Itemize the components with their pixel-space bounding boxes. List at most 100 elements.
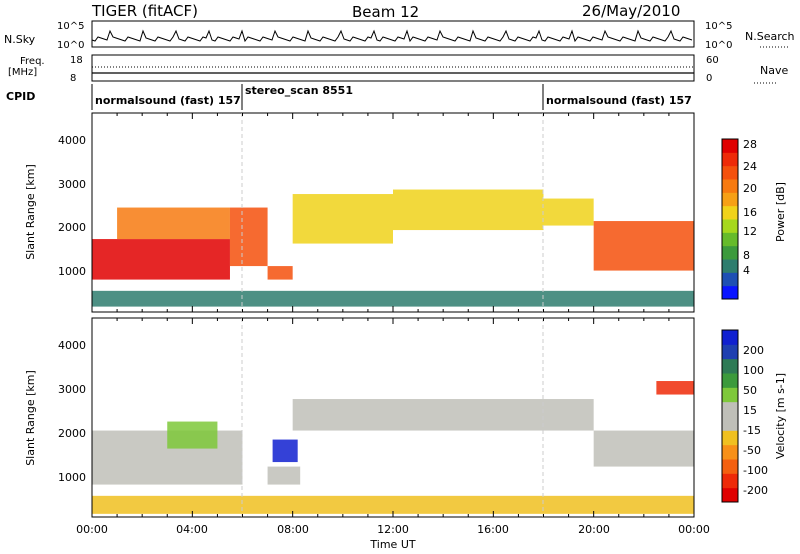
- noise-left-tick-top: 10^5: [57, 21, 84, 32]
- vel-cbtick-neg50: -50: [743, 444, 761, 457]
- vel-cbtick-200: 200: [743, 344, 764, 357]
- nave-tick-top: 60: [706, 55, 719, 66]
- velocity-colorbar-label: Velocity [m s-1]: [774, 373, 787, 459]
- velocity-colorbar-swatch-5: [722, 416, 738, 431]
- freq-label-bottom: [MHz]: [8, 67, 37, 78]
- velocity-region-5: [593, 430, 694, 467]
- nave-tick-bottom: 0: [706, 73, 712, 84]
- noise-right-tick-bottom: 10^0: [705, 40, 732, 51]
- power-region-8: [92, 290, 694, 307]
- power-cbtick-28: 28: [743, 138, 757, 151]
- velocity-ytick-2000: 2000: [58, 427, 86, 440]
- xtick-1: 04:00: [176, 523, 208, 536]
- noise-sky-trace: [91, 29, 693, 43]
- xtick-4: 16:00: [477, 523, 509, 536]
- power-colorbar-swatch-1: [722, 272, 738, 287]
- power-colorbar-swatch-7: [722, 192, 738, 207]
- power-colorbar-swatch-11: [722, 139, 738, 153]
- velocity-colorbar-swatch-1: [722, 473, 738, 489]
- power-colorbar-swatch-10: [722, 152, 738, 167]
- xtick-2: 08:00: [277, 523, 309, 536]
- power-colorbar-swatch-3: [722, 245, 738, 260]
- xtick-5: 20:00: [578, 523, 610, 536]
- power-ylabel: Slant Range [km]: [24, 164, 37, 260]
- velocity-ytick-1000: 1000: [58, 471, 86, 484]
- velocity-colorbar-swatch-9: [722, 358, 738, 374]
- velocity-colorbar-swatch-6: [722, 401, 738, 417]
- xtick-0: 00:00: [76, 523, 108, 536]
- power-region-1: [117, 207, 230, 240]
- power-colorbar-label: Power [dB]: [774, 182, 787, 242]
- power-colorbar-swatch-4: [722, 232, 738, 247]
- velocity-colorbar-swatch-3: [722, 444, 738, 460]
- power-region-6: [543, 198, 594, 226]
- power-scatter: [92, 189, 694, 307]
- power-region-4: [292, 194, 393, 244]
- power-ytick-1000: 1000: [58, 265, 86, 278]
- velocity-region-2: [272, 439, 298, 463]
- nave-label: Nave: [760, 64, 788, 77]
- noise-right-tick-top: 10^5: [705, 21, 732, 32]
- cpid-segment-2: stereo_scan 8551: [245, 84, 353, 97]
- velocity-region-1: [167, 421, 218, 449]
- vel-cbtick-neg100: -100: [743, 464, 768, 477]
- vel-cbtick-neg15: -15: [743, 424, 761, 437]
- power-cbtick-20: 20: [743, 182, 757, 195]
- velocity-colorbar-swatch-2: [722, 459, 738, 474]
- velocity-colorbar-swatch-7: [722, 387, 738, 403]
- power-cbtick-8: 8: [743, 249, 750, 262]
- cpid-segment-3: normalsound (fast) 157: [546, 94, 692, 107]
- velocity-ytick-3000: 3000: [58, 383, 86, 396]
- cpid-label: CPID: [6, 90, 35, 103]
- power-colorbar-swatch-9: [722, 165, 738, 180]
- date-title: 26/May/2010: [582, 2, 680, 20]
- velocity-colorbar-frame: [721, 329, 739, 503]
- velocity-scatter: [92, 381, 694, 514]
- power-colorbar-swatch-0: [722, 285, 738, 300]
- power-cbtick-16: 16: [743, 206, 757, 219]
- noise-panel-frame: [91, 20, 695, 48]
- power-region-0: [92, 239, 230, 280]
- velocity-ylabel: Slant Range [km]: [24, 370, 37, 466]
- power-region-3: [267, 266, 293, 280]
- freq-label-top: Freq.: [20, 56, 45, 67]
- x-axis-ticks: [91, 113, 695, 517]
- freq-tick-bottom: 8: [70, 73, 76, 84]
- noise-left-label: N.Sky: [4, 33, 36, 46]
- velocity-colorbar-swatch-0: [722, 487, 738, 503]
- power-colorbar: [722, 139, 738, 300]
- vel-cbtick-100: 100: [743, 364, 764, 377]
- power-colorbar-swatch-6: [722, 205, 738, 220]
- velocity-colorbar: [722, 330, 738, 503]
- velocity-colorbar-swatch-8: [722, 373, 738, 388]
- beam-title: Beam 12: [352, 3, 419, 21]
- velocity-colorbar-swatch-10: [722, 344, 738, 360]
- freq-panel-frame: [91, 54, 695, 82]
- vel-cbtick-50: 50: [743, 384, 757, 397]
- power-colorbar-swatch-5: [722, 219, 738, 233]
- power-cbtick-24: 24: [743, 160, 757, 173]
- velocity-region-3: [267, 466, 301, 485]
- x-axis-label: Time UT: [369, 538, 415, 551]
- noise-right-label: N.Search: [745, 30, 795, 43]
- xtick-3: 12:00: [377, 523, 409, 536]
- xtick-6: 00:00: [678, 523, 710, 536]
- noise-left-tick-bottom: 10^0: [57, 40, 84, 51]
- power-colorbar-swatch-2: [722, 259, 738, 273]
- station-title: TIGER (fitACF): [91, 2, 198, 20]
- power-ytick-2000: 2000: [58, 221, 86, 234]
- vel-cbtick-neg200: -200: [743, 484, 768, 497]
- power-region-2: [229, 207, 268, 267]
- power-cbtick-12: 12: [743, 225, 757, 238]
- velocity-region-4: [292, 399, 594, 431]
- power-ytick-4000: 4000: [58, 134, 86, 147]
- cpid-segment-1: normalsound (fast) 157: [95, 94, 241, 107]
- velocity-ytick-4000: 4000: [58, 339, 86, 352]
- vel-cbtick-15: 15: [743, 404, 757, 417]
- velocity-region-6: [656, 381, 694, 395]
- freq-tick-top: 18: [70, 55, 83, 66]
- power-region-7: [593, 221, 694, 271]
- power-cbtick-4: 4: [743, 264, 750, 277]
- power-colorbar-swatch-8: [722, 179, 738, 193]
